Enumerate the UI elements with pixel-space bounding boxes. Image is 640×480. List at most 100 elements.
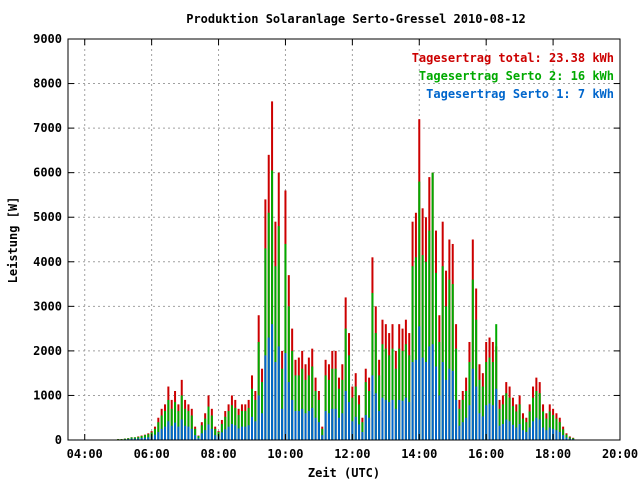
bar-serto-2: [485, 362, 488, 440]
bar-serto-2: [304, 379, 307, 440]
bar-serto-1: [438, 395, 441, 440]
bar-serto-2: [398, 348, 401, 440]
x-tick-label: 20:00: [602, 447, 638, 461]
legend-entry-serto-1: Tagesertrag Serto 1: 7 kWh: [426, 87, 614, 101]
bar-serto-2: [481, 386, 484, 440]
bar-serto-2: [230, 405, 233, 440]
bar-serto-1: [167, 421, 170, 440]
bar-serto-1: [344, 390, 347, 440]
y-tick-label: 2000: [33, 344, 62, 358]
bar-serto-1: [358, 424, 361, 440]
bar-serto-2: [368, 390, 371, 440]
bar-serto-1: [441, 362, 444, 440]
bar-serto-1: [200, 433, 203, 440]
bar-serto-1: [448, 368, 451, 440]
bar-serto-1: [431, 344, 434, 440]
bar-serto-1: [234, 425, 237, 440]
bar-serto-1: [455, 399, 458, 440]
bar-serto-2: [314, 390, 317, 440]
x-tick-label: 12:00: [334, 447, 370, 461]
bar-serto-2: [287, 306, 290, 440]
bar-serto-2: [247, 407, 250, 440]
bar-serto-1: [445, 379, 448, 440]
bar-serto-2: [294, 375, 297, 440]
bar-serto-2: [197, 435, 200, 440]
bar-serto-2: [177, 411, 180, 440]
bar-serto-1: [164, 426, 167, 440]
bar-serto-1: [143, 437, 146, 440]
bar-serto-2: [501, 404, 504, 440]
bar-serto-2: [465, 390, 468, 440]
bar-serto-2: [408, 355, 411, 440]
x-tick-label: 14:00: [401, 447, 437, 461]
bar-serto-1: [488, 403, 491, 440]
bar-serto-1: [435, 366, 437, 440]
bar-serto-2: [555, 418, 558, 440]
bar-serto-2: [257, 341, 260, 440]
y-tick-label: 4000: [33, 255, 62, 269]
bar-serto-2: [281, 368, 284, 440]
x-tick-label: 10:00: [267, 447, 303, 461]
bar-serto-2: [167, 399, 170, 440]
bar-serto-2: [240, 411, 243, 440]
bar-serto-1: [307, 411, 310, 440]
bar-serto-2: [174, 402, 177, 440]
bar-serto-1: [478, 413, 481, 440]
bar-serto-2: [421, 255, 424, 440]
bar-serto-1: [451, 370, 454, 440]
bar-serto-2: [528, 411, 531, 440]
bar-serto-1: [301, 408, 304, 440]
bar-serto-2: [200, 425, 203, 440]
bar-serto-1: [481, 416, 484, 440]
x-tick-label: 06:00: [134, 447, 170, 461]
chart-title: Produktion Solaranlage Serto-Gressel 201…: [186, 12, 526, 26]
bar-serto-1: [501, 423, 504, 440]
legend: Tagesertrag total: 23.38 kWh Tagesertrag…: [412, 51, 614, 101]
bar-serto-2: [468, 362, 471, 440]
bar-serto-1: [388, 402, 391, 440]
bar-serto-1: [411, 362, 414, 440]
bar-serto-1: [371, 375, 374, 440]
y-tick-label: 8000: [33, 77, 62, 91]
bar-serto-1: [230, 423, 233, 440]
x-axis-label: Zeit (UTC): [308, 466, 380, 480]
bar-serto-1: [461, 422, 464, 440]
bar-serto-1: [398, 399, 401, 440]
bar-serto-1: [274, 362, 277, 440]
bar-serto-1: [368, 417, 371, 440]
bar-serto-1: [465, 417, 468, 440]
bar-serto-2: [418, 181, 421, 440]
bar-serto-1: [317, 422, 320, 440]
bar-serto-1: [291, 399, 294, 440]
bar-serto-1: [220, 432, 223, 440]
bar-serto-2: [210, 415, 213, 440]
bar-serto-2: [227, 411, 230, 440]
bar-serto-2: [251, 388, 253, 440]
bar-serto-2: [411, 266, 414, 440]
bar-serto-1: [224, 429, 227, 440]
bar-serto-2: [431, 172, 434, 441]
bar-serto-2: [284, 243, 287, 440]
bar-serto-1: [334, 408, 337, 440]
bar-serto-1: [348, 402, 351, 440]
bar-serto-1: [261, 413, 264, 440]
bar-serto-2: [327, 379, 330, 440]
bar-serto-1: [401, 400, 404, 440]
y-tick-label: 3000: [33, 299, 62, 313]
bar-serto-2: [381, 344, 384, 440]
bar-serto-2: [535, 390, 538, 440]
bar-serto-2: [324, 375, 327, 440]
bar-serto-1: [538, 419, 541, 440]
bar-serto-2: [424, 261, 427, 440]
y-tick-label: 1000: [33, 388, 62, 402]
bar-serto-1: [251, 416, 253, 440]
bar-serto-1: [180, 419, 183, 440]
bar-serto-1: [237, 428, 240, 440]
bar-serto-1: [528, 427, 531, 440]
bar-serto-1: [337, 417, 340, 440]
bar-serto-1: [284, 353, 287, 440]
bar-serto-1: [244, 426, 247, 440]
bar-serto-2: [565, 434, 568, 440]
bar-serto-1: [267, 337, 270, 440]
bar-serto-2: [558, 422, 561, 440]
